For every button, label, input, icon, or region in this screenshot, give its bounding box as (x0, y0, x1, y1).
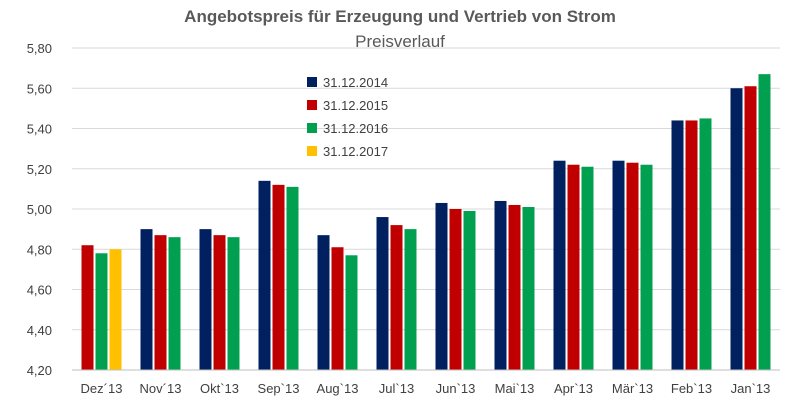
bar (81, 245, 94, 370)
x-tick-label: Aug`13 (317, 381, 359, 396)
bar (168, 237, 181, 370)
x-tick-label: Apr`13 (554, 381, 593, 396)
legend-swatch (307, 77, 317, 87)
bar (213, 235, 226, 370)
bar (581, 166, 594, 370)
bar (744, 86, 757, 371)
bars (81, 74, 771, 371)
legend-swatch (307, 100, 317, 110)
bar (345, 255, 358, 370)
bar (286, 186, 299, 370)
x-tick-label: Jun`13 (436, 381, 476, 396)
bar (404, 229, 417, 370)
legend-label: 31.12.2017 (323, 144, 388, 159)
bar (154, 235, 167, 370)
bar (376, 217, 389, 370)
bar (95, 253, 108, 370)
bar (390, 225, 403, 370)
legend: 31.12.2014 31.12.2015 31.12.2016 31.12.2017 (307, 75, 388, 159)
y-tick-label: 4,60 (27, 283, 52, 298)
bar (640, 164, 653, 370)
y-axis-ticks: 4,20 4,40 4,60 4,80 5,00 5,20 5,40 5,60 5,80 (27, 41, 52, 378)
bar (567, 164, 580, 370)
gridlines (72, 47, 780, 331)
bar (449, 209, 462, 370)
bar (272, 184, 285, 370)
bar (331, 247, 344, 370)
bar (227, 237, 240, 370)
x-axis-ticks: Dez´13 Nov´13 Okt`13 Sep`13 Aug`13 Jul`13 Jun`… (81, 381, 771, 396)
bar (626, 162, 639, 370)
x-tick-label: Feb`13 (671, 381, 712, 396)
bar (494, 200, 507, 370)
chart-title: Angebotspreis für Erzeugung und Vertrieb… (184, 7, 616, 26)
x-tick-label: Sep`13 (258, 381, 300, 396)
bar (258, 180, 271, 370)
bar (435, 202, 448, 370)
bar (612, 160, 625, 370)
x-tick-label: Nov´13 (140, 381, 182, 396)
y-tick-label: 5,20 (27, 162, 52, 177)
bar (317, 235, 330, 370)
x-tick-label: Jul`13 (379, 381, 414, 396)
y-tick-label: 5,00 (27, 202, 52, 217)
bar (671, 120, 684, 370)
bar (140, 229, 153, 370)
bar (522, 206, 535, 370)
bar (685, 120, 698, 370)
bar (109, 249, 122, 370)
x-tick-label: Okt`13 (200, 381, 239, 396)
bar (758, 74, 771, 370)
y-tick-label: 4,40 (27, 323, 52, 338)
legend-label: 31.12.2016 (323, 121, 388, 136)
chart-subtitle: Preisverlauf (355, 32, 445, 51)
x-tick-label: Mär`13 (612, 381, 653, 396)
bar (508, 204, 521, 370)
x-tick-label: Dez´13 (81, 381, 123, 396)
y-tick-label: 4,20 (27, 363, 52, 378)
y-tick-label: 4,80 (27, 242, 52, 257)
legend-label: 31.12.2014 (323, 75, 388, 90)
legend-swatch (307, 146, 317, 156)
bar (730, 88, 743, 370)
legend-label: 31.12.2015 (323, 98, 388, 113)
x-tick-label: Mai`13 (495, 381, 535, 396)
x-tick-label: Jan`13 (731, 381, 771, 396)
bar (463, 211, 476, 370)
bar (199, 229, 212, 370)
y-tick-label: 5,60 (27, 81, 52, 96)
y-tick-label: 5,80 (27, 41, 52, 56)
bar (553, 160, 566, 370)
bar (699, 118, 712, 370)
y-tick-label: 5,40 (27, 122, 52, 137)
legend-swatch (307, 123, 317, 133)
